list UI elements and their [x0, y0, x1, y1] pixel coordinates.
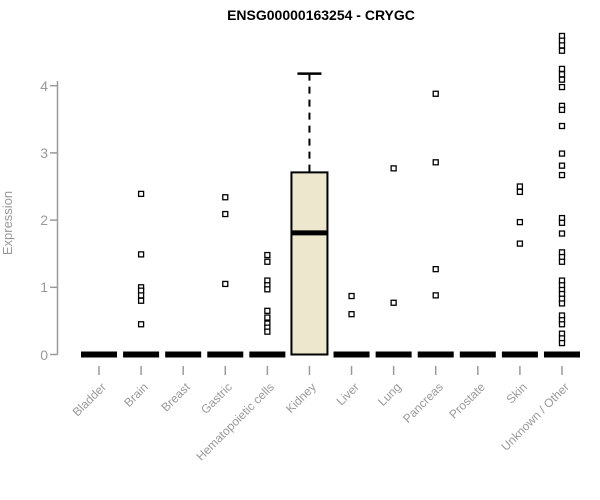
box — [290, 171, 329, 356]
outlier-point — [432, 292, 439, 299]
outlier-point — [390, 165, 397, 172]
median-line — [291, 230, 328, 236]
outlier-point — [558, 258, 566, 265]
collapsed-box — [333, 351, 370, 358]
outlier-point — [348, 311, 355, 318]
collapsed-box — [207, 351, 244, 358]
outlier-point — [558, 300, 566, 307]
outlier-point — [264, 286, 271, 293]
outlier-point — [558, 65, 566, 73]
outlier-point — [137, 251, 145, 258]
outlier-point — [222, 280, 229, 288]
outlier-point — [264, 307, 271, 314]
outlier-point — [558, 321, 566, 328]
y-tick-label: 3 — [40, 144, 48, 161]
outlier-point — [558, 122, 566, 130]
collapsed-box — [249, 351, 286, 358]
outlier-point — [558, 42, 566, 49]
outlier-point — [264, 258, 271, 265]
collapsed-box — [543, 351, 580, 358]
collapsed-box — [375, 351, 412, 358]
outlier-point — [558, 106, 566, 114]
outlier-point — [432, 266, 439, 273]
outlier-point — [558, 83, 566, 91]
outlier-point — [137, 190, 145, 198]
y-tick-label: 4 — [40, 77, 48, 94]
outlier-point — [558, 171, 566, 179]
outlier-point — [558, 339, 566, 347]
collapsed-box — [123, 351, 160, 358]
outlier-point — [390, 299, 397, 306]
outlier-point — [516, 218, 524, 226]
outlier-point — [558, 219, 566, 226]
outlier-point — [558, 76, 566, 83]
chart-title: ENSG00000163254 - CRYGC — [227, 7, 415, 23]
y-tick-label: 0 — [40, 346, 48, 363]
outlier-point — [432, 159, 439, 166]
outlier-point — [137, 321, 145, 328]
y-tick-label: 2 — [40, 212, 48, 229]
outlier-point — [558, 150, 566, 157]
outlier-point — [222, 194, 229, 201]
outlier-point — [558, 71, 566, 78]
collapsed-box — [81, 351, 117, 358]
collapsed-box — [165, 351, 202, 358]
collapsed-box — [417, 351, 454, 358]
outlier-point — [264, 328, 271, 335]
collapsed-box — [501, 351, 538, 358]
collapsed-box — [459, 351, 496, 358]
outlier-point — [432, 90, 439, 97]
outlier-point — [558, 162, 566, 169]
outlier-point — [137, 292, 145, 299]
outlier-point — [222, 210, 229, 218]
outlier-point — [516, 188, 524, 196]
outlier-point — [558, 230, 566, 237]
outlier-point — [137, 297, 145, 304]
outlier-point — [348, 292, 355, 300]
outlier-point — [516, 240, 524, 247]
y-tick-label: 1 — [40, 279, 48, 296]
outlier-point — [558, 47, 566, 54]
outlier-point — [516, 183, 524, 190]
outlier-point — [264, 314, 271, 321]
outlier-point — [264, 251, 271, 259]
